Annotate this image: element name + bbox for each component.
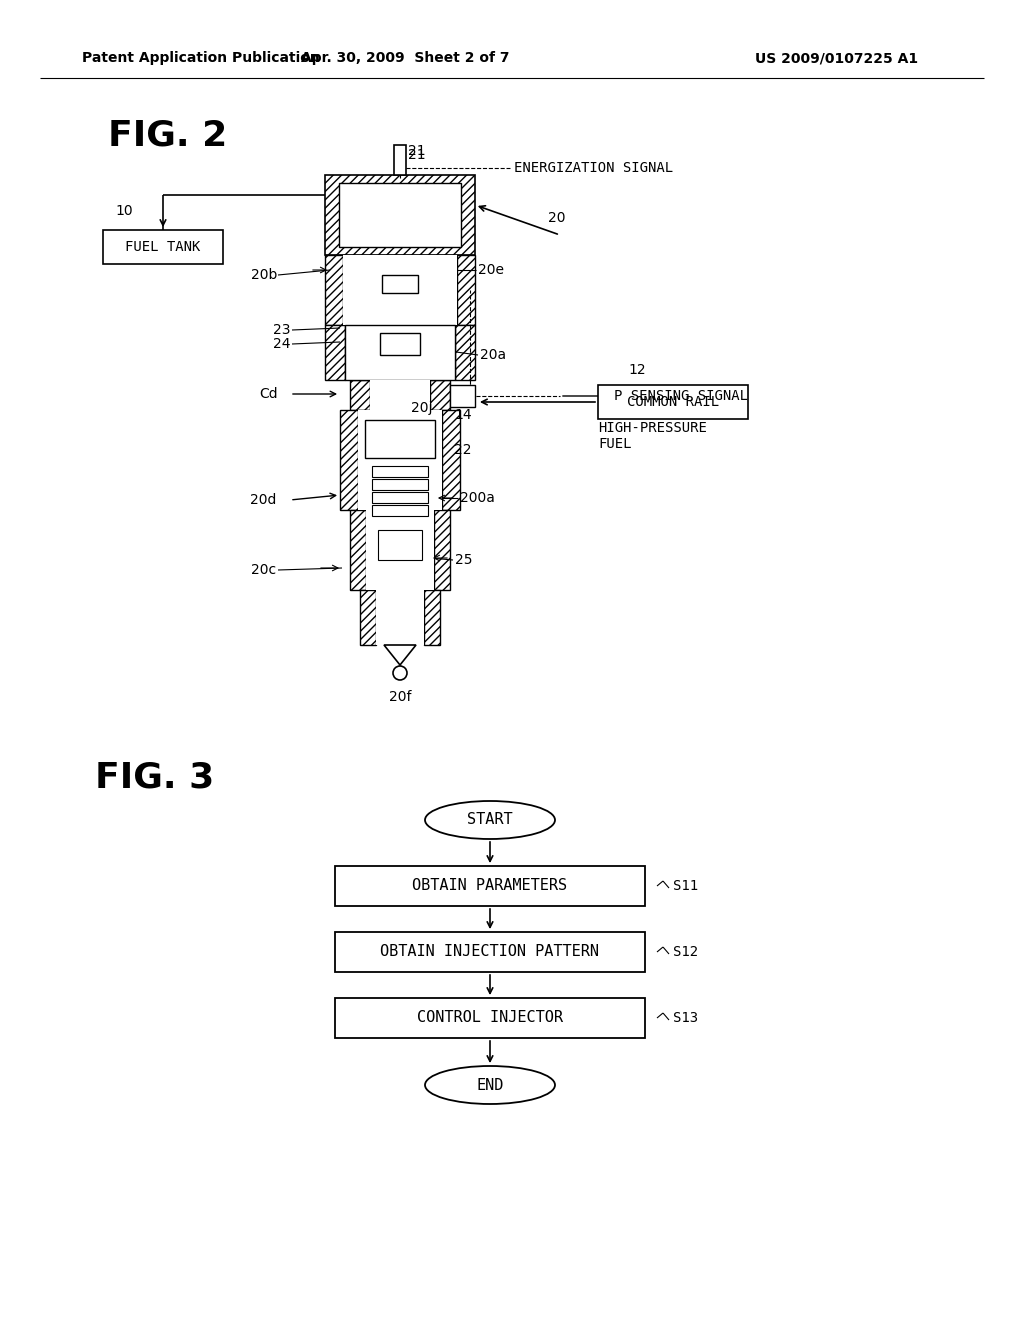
Text: Cd: Cd bbox=[259, 387, 278, 401]
Bar bbox=[358, 411, 442, 510]
Text: Apr. 30, 2009  Sheet 2 of 7: Apr. 30, 2009 Sheet 2 of 7 bbox=[301, 51, 509, 65]
Text: 10: 10 bbox=[115, 205, 133, 218]
Text: 14: 14 bbox=[454, 408, 472, 422]
Bar bbox=[376, 590, 424, 645]
Text: 22: 22 bbox=[454, 444, 471, 457]
Bar bbox=[350, 380, 370, 411]
Text: S13: S13 bbox=[673, 1011, 698, 1026]
Text: 20d: 20d bbox=[250, 492, 276, 507]
Text: 20: 20 bbox=[548, 211, 565, 224]
Text: 23: 23 bbox=[272, 323, 290, 337]
Bar bbox=[372, 479, 428, 490]
Text: P SENSING SIGNAL: P SENSING SIGNAL bbox=[614, 389, 748, 403]
Text: HIGH-PRESSURE
FUEL: HIGH-PRESSURE FUEL bbox=[598, 421, 707, 451]
Text: FUEL TANK: FUEL TANK bbox=[125, 240, 201, 253]
Bar bbox=[382, 275, 418, 293]
Bar bbox=[394, 145, 406, 176]
Text: 20a: 20a bbox=[480, 348, 506, 362]
Bar bbox=[360, 590, 376, 645]
Text: 25: 25 bbox=[455, 553, 472, 568]
Ellipse shape bbox=[425, 1067, 555, 1104]
Bar bbox=[598, 385, 748, 418]
Text: US 2009/0107225 A1: US 2009/0107225 A1 bbox=[755, 51, 919, 65]
Text: 200a: 200a bbox=[460, 491, 495, 506]
Bar bbox=[339, 183, 461, 247]
Text: CONTROL INJECTOR: CONTROL INJECTOR bbox=[417, 1011, 563, 1026]
Bar bbox=[450, 385, 475, 407]
Bar bbox=[424, 590, 440, 645]
Text: 20e: 20e bbox=[478, 263, 504, 277]
Text: S11: S11 bbox=[673, 879, 698, 894]
Bar bbox=[366, 510, 434, 590]
Bar bbox=[103, 230, 223, 264]
Text: 21: 21 bbox=[408, 148, 426, 162]
Ellipse shape bbox=[425, 801, 555, 840]
Text: START: START bbox=[467, 813, 513, 828]
Bar bbox=[442, 411, 460, 510]
Bar bbox=[325, 255, 343, 325]
Text: S12: S12 bbox=[673, 945, 698, 960]
Text: 21: 21 bbox=[408, 144, 426, 158]
Bar bbox=[372, 466, 428, 477]
Bar bbox=[430, 380, 450, 411]
Bar bbox=[457, 255, 475, 325]
Bar bbox=[343, 255, 457, 325]
Text: 12: 12 bbox=[628, 363, 645, 378]
Bar bbox=[325, 325, 345, 380]
Text: Patent Application Publication: Patent Application Publication bbox=[82, 51, 319, 65]
Bar bbox=[372, 492, 428, 503]
Bar bbox=[365, 420, 435, 458]
Bar bbox=[370, 380, 430, 411]
Bar bbox=[335, 932, 645, 972]
Text: 20f: 20f bbox=[389, 690, 412, 704]
Text: FIG. 2: FIG. 2 bbox=[108, 117, 227, 152]
Bar bbox=[345, 325, 455, 380]
Text: OBTAIN PARAMETERS: OBTAIN PARAMETERS bbox=[413, 879, 567, 894]
Bar bbox=[350, 510, 366, 590]
Bar bbox=[434, 510, 450, 590]
Bar bbox=[380, 333, 420, 355]
Bar bbox=[378, 531, 422, 560]
Text: 24: 24 bbox=[272, 337, 290, 351]
Text: OBTAIN INJECTION PATTERN: OBTAIN INJECTION PATTERN bbox=[381, 945, 599, 960]
Text: COMMON RAIL: COMMON RAIL bbox=[627, 395, 719, 409]
Text: ENERGIZATION SIGNAL: ENERGIZATION SIGNAL bbox=[514, 161, 673, 176]
Bar bbox=[372, 506, 428, 516]
Bar bbox=[335, 866, 645, 906]
Text: END: END bbox=[476, 1077, 504, 1093]
Text: 20c: 20c bbox=[251, 564, 276, 577]
Text: 20j: 20j bbox=[411, 401, 432, 414]
Bar bbox=[340, 411, 358, 510]
Bar bbox=[455, 325, 475, 380]
Polygon shape bbox=[384, 645, 416, 665]
Text: 20b: 20b bbox=[251, 268, 278, 282]
Text: FIG. 3: FIG. 3 bbox=[95, 760, 214, 795]
Bar bbox=[325, 176, 475, 255]
Bar bbox=[335, 998, 645, 1038]
